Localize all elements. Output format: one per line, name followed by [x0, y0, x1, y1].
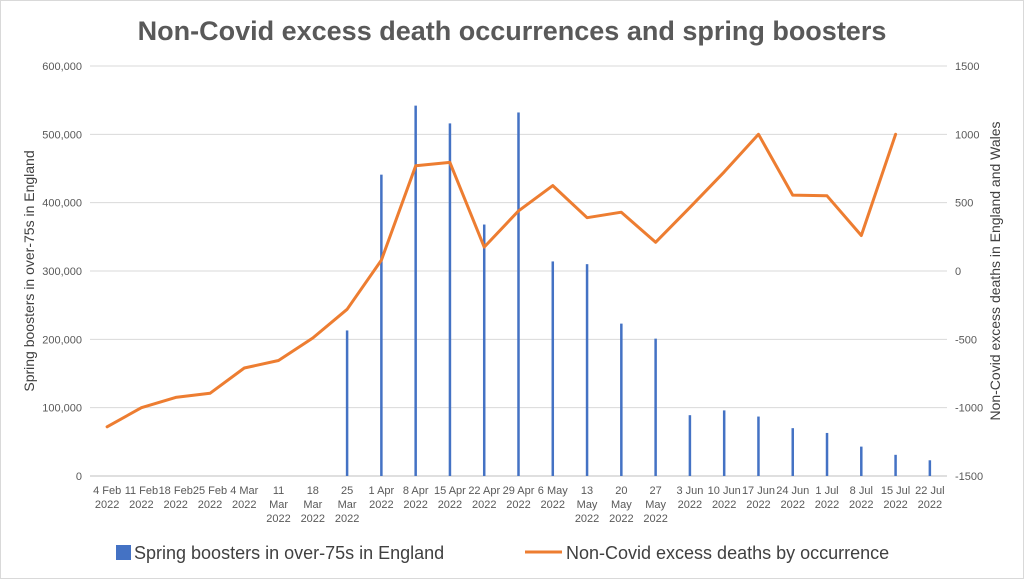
bar	[620, 324, 623, 476]
right-tick-label: -1000	[955, 403, 983, 415]
bar	[654, 339, 657, 476]
bar	[757, 417, 760, 476]
legend-swatch-boosters	[116, 545, 131, 560]
legend-label-boosters: Spring boosters in over-75s in England	[134, 543, 444, 563]
left-tick-label: 500,000	[42, 129, 82, 141]
right-tick-label: -1500	[955, 471, 983, 483]
bar	[689, 415, 692, 476]
left-axis-title: Spring boosters in over-75s in England	[21, 150, 37, 391]
bar	[449, 123, 452, 476]
legend-label-excess-deaths: Non-Covid excess deaths by occurrence	[566, 543, 889, 563]
bar	[380, 175, 383, 476]
left-tick-label: 400,000	[42, 198, 82, 210]
left-tick-label: 100,000	[42, 403, 82, 415]
left-tick-label: 200,000	[42, 334, 82, 346]
bar	[483, 225, 486, 476]
bar	[517, 112, 520, 476]
right-tick-label: 1500	[955, 61, 979, 73]
bar	[414, 106, 417, 476]
bar	[929, 460, 932, 476]
right-tick-label: -500	[955, 334, 977, 346]
right-tick-label: 0	[955, 266, 961, 278]
left-tick-label: 600,000	[42, 61, 82, 73]
bar	[346, 330, 349, 476]
left-tick-label: 300,000	[42, 266, 82, 278]
left-tick-label: 0	[76, 471, 82, 483]
bar	[791, 428, 794, 476]
bar	[552, 261, 555, 476]
right-axis-title: Non-Covid excess deaths in England and W…	[987, 121, 1003, 420]
right-tick-label: 1000	[955, 129, 979, 141]
bar	[894, 455, 897, 476]
bar	[826, 433, 829, 476]
chart-title: Non-Covid excess death occurrences and s…	[138, 16, 887, 46]
bar	[586, 264, 589, 476]
right-tick-label: 500	[955, 198, 973, 210]
bar	[860, 447, 863, 476]
bar	[723, 410, 726, 476]
